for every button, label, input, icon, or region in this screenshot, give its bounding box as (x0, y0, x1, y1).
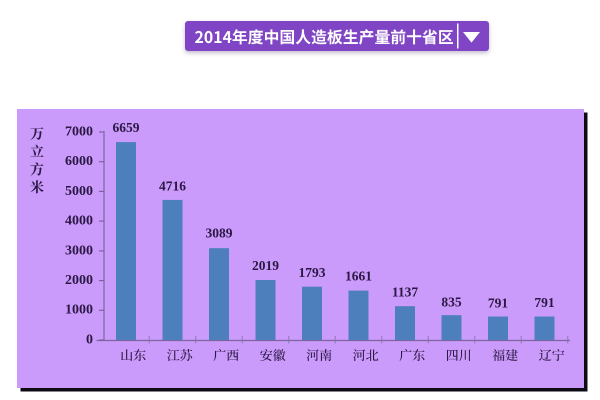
svg-text:1000: 1000 (65, 303, 93, 318)
svg-text:3000: 3000 (65, 243, 93, 258)
svg-text:4716: 4716 (159, 179, 186, 194)
svg-text:791: 791 (534, 295, 555, 310)
svg-text:0: 0 (86, 332, 93, 347)
svg-text:7000: 7000 (65, 124, 93, 139)
svg-text:3089: 3089 (206, 226, 233, 241)
svg-text:1137: 1137 (392, 285, 419, 300)
svg-text:2019: 2019 (252, 258, 279, 273)
svg-text:2000: 2000 (65, 273, 93, 288)
svg-text:4000: 4000 (65, 214, 93, 229)
svg-text:6659: 6659 (113, 120, 140, 135)
svg-text:6000: 6000 (65, 154, 93, 169)
svg-text:791: 791 (488, 296, 509, 311)
svg-text:1793: 1793 (299, 265, 326, 280)
svg-text:1661: 1661 (345, 269, 372, 284)
svg-text:5000: 5000 (65, 184, 93, 199)
svg-text:835: 835 (441, 295, 462, 310)
